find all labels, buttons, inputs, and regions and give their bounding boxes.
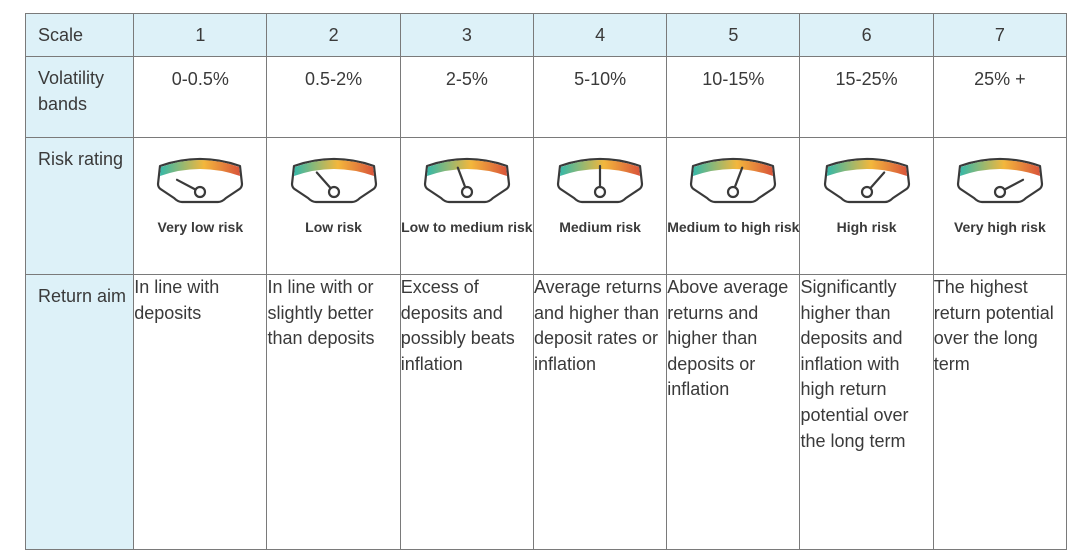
return-aim-2: In line with or slightly better than dep… [266, 274, 401, 550]
gauge-needle [315, 171, 332, 190]
return-aim-label: Return aim [24, 274, 135, 550]
gauge-hub [327, 185, 340, 199]
gauge-hub [860, 185, 873, 199]
gauge-icon [423, 157, 510, 204]
gauge-icon [157, 157, 244, 204]
scale-5: 5 [666, 13, 801, 57]
volatility-row: Volatility bands 0-0.5% 0.5-2% 2-5% 5-10… [24, 56, 1068, 138]
return-aim-3: Excess of deposits and possibly beats in… [399, 274, 534, 550]
scale-7: 7 [932, 13, 1068, 57]
band-1: 0-0.5% [133, 56, 268, 138]
return-aim-5: Above average returns and higher than de… [666, 274, 801, 550]
rating-label-6: High risk [836, 219, 897, 235]
volatility-bands-label: Volatility bands [24, 56, 135, 138]
return-aim-6: Significantly higher than deposits and i… [799, 274, 934, 550]
rating-label-1: Very low risk [157, 219, 244, 235]
return-aim-row: Return aim In line with deposits In line… [24, 274, 1068, 550]
gauge-needle [176, 178, 198, 191]
risk-rating-row: Risk rating Very low risk Low risk Low t… [24, 137, 1068, 275]
scale-row: Scale 1 2 3 4 5 6 7 [24, 13, 1068, 57]
rating-cell-1: Very low risk [133, 137, 268, 275]
gauge-band [293, 160, 374, 176]
rating-cell-5: Medium to high risk [666, 137, 801, 275]
rating-cell-3: Low to medium risk [399, 137, 534, 275]
return-aim-4: Average returns and higher than deposit … [532, 274, 668, 550]
band-4: 5-10% [532, 56, 668, 138]
return-aim-7: The highest return potential over the lo… [932, 274, 1068, 550]
scale-6: 6 [799, 13, 934, 57]
gauge-needle [456, 166, 467, 189]
rating-cell-6: High risk [799, 137, 934, 275]
rating-cell-7: Very high risk [932, 137, 1068, 275]
rating-cell-4: Medium risk [532, 137, 668, 275]
band-5: 10-15% [666, 56, 801, 138]
band-2: 0.5-2% [266, 56, 401, 138]
gauge-band [959, 160, 1040, 176]
scale-1: 1 [133, 13, 268, 57]
band-3: 2-5% [399, 56, 534, 138]
rating-label-5: Medium to high risk [667, 219, 800, 235]
scale-2: 2 [266, 13, 401, 57]
risk-scale-table: Scale 1 2 3 4 5 6 7 Volatility bands 0-0… [24, 13, 1068, 550]
band-6: 15-25% [799, 56, 934, 138]
gauge-hub [194, 185, 207, 199]
risk-rating-label: Risk rating [24, 137, 135, 275]
return-aim-1: In line with deposits [133, 274, 268, 550]
gauge-icon [290, 157, 377, 204]
rating-label-2: Low risk [305, 219, 362, 235]
gauge-band [693, 160, 774, 176]
rating-label-7: Very high risk [953, 219, 1046, 235]
rating-label-4: Medium risk [559, 219, 641, 235]
rating-cell-2: Low risk [266, 137, 401, 275]
gauge-hub [727, 185, 740, 199]
gauge-needle [868, 171, 885, 190]
gauge-band [426, 160, 507, 176]
gauge-band [160, 160, 241, 176]
gauge-icon [956, 157, 1043, 204]
gauge-needle [733, 166, 744, 189]
gauge-icon [556, 157, 644, 204]
band-7: 25% + [932, 56, 1068, 138]
gauge-hub [993, 185, 1006, 199]
gauge-needle [1003, 178, 1024, 191]
gauge-icon [690, 157, 777, 204]
gauge-icon [823, 157, 910, 204]
scale-label: Scale [24, 13, 135, 57]
gauge-band [826, 160, 907, 176]
scale-3: 3 [399, 13, 534, 57]
gauge-hub [460, 185, 473, 199]
scale-4: 4 [532, 13, 668, 57]
gauge-hub [593, 185, 607, 199]
rating-label-3: Low to medium risk [401, 219, 533, 235]
